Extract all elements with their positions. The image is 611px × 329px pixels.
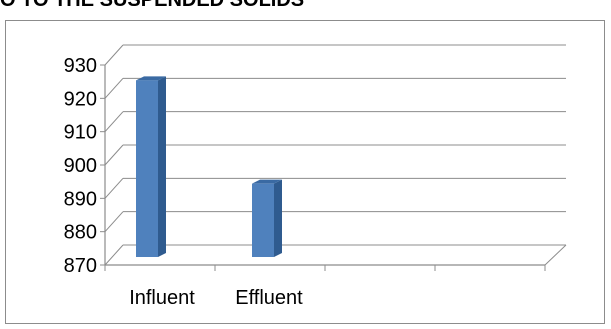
- bar-influent: [136, 76, 166, 257]
- bar-front: [136, 80, 158, 257]
- bar-top: [136, 76, 166, 81]
- y-tick-label: 880: [64, 222, 97, 244]
- axes: [100, 64, 567, 271]
- bars: [136, 76, 282, 257]
- bar-effluent: [252, 179, 282, 257]
- y-tick-label: 930: [64, 55, 97, 77]
- x-axis-depth: [544, 244, 567, 266]
- bar-front: [252, 183, 274, 257]
- gridline-depth: [104, 244, 124, 266]
- category-label: Effluent: [235, 287, 303, 309]
- gridline-depth: [104, 211, 124, 233]
- gridline-depth: [104, 44, 124, 66]
- y-tick-label: 920: [64, 88, 97, 110]
- bar-side: [274, 179, 282, 257]
- y-tick-label: 910: [64, 122, 97, 144]
- y-tick-label: 870: [64, 255, 97, 277]
- gridline-depth: [104, 177, 124, 199]
- y-tick-label: 890: [64, 188, 97, 210]
- y-tick-label: 900: [64, 155, 97, 177]
- category-label: Influent: [129, 287, 195, 309]
- gridlines: [104, 44, 566, 266]
- category-labels: Influent Effluent: [129, 287, 303, 309]
- bar-top: [252, 179, 282, 184]
- gridline-depth: [104, 144, 124, 166]
- y-tick-labels: 870 880 890 900 910 920 930: [64, 55, 97, 277]
- gridline-depth: [104, 111, 124, 133]
- gridline-depth: [104, 77, 124, 99]
- chart-heading: O TO THE SUSPENDED SOLIDS: [0, 0, 305, 11]
- bar-side: [158, 76, 166, 257]
